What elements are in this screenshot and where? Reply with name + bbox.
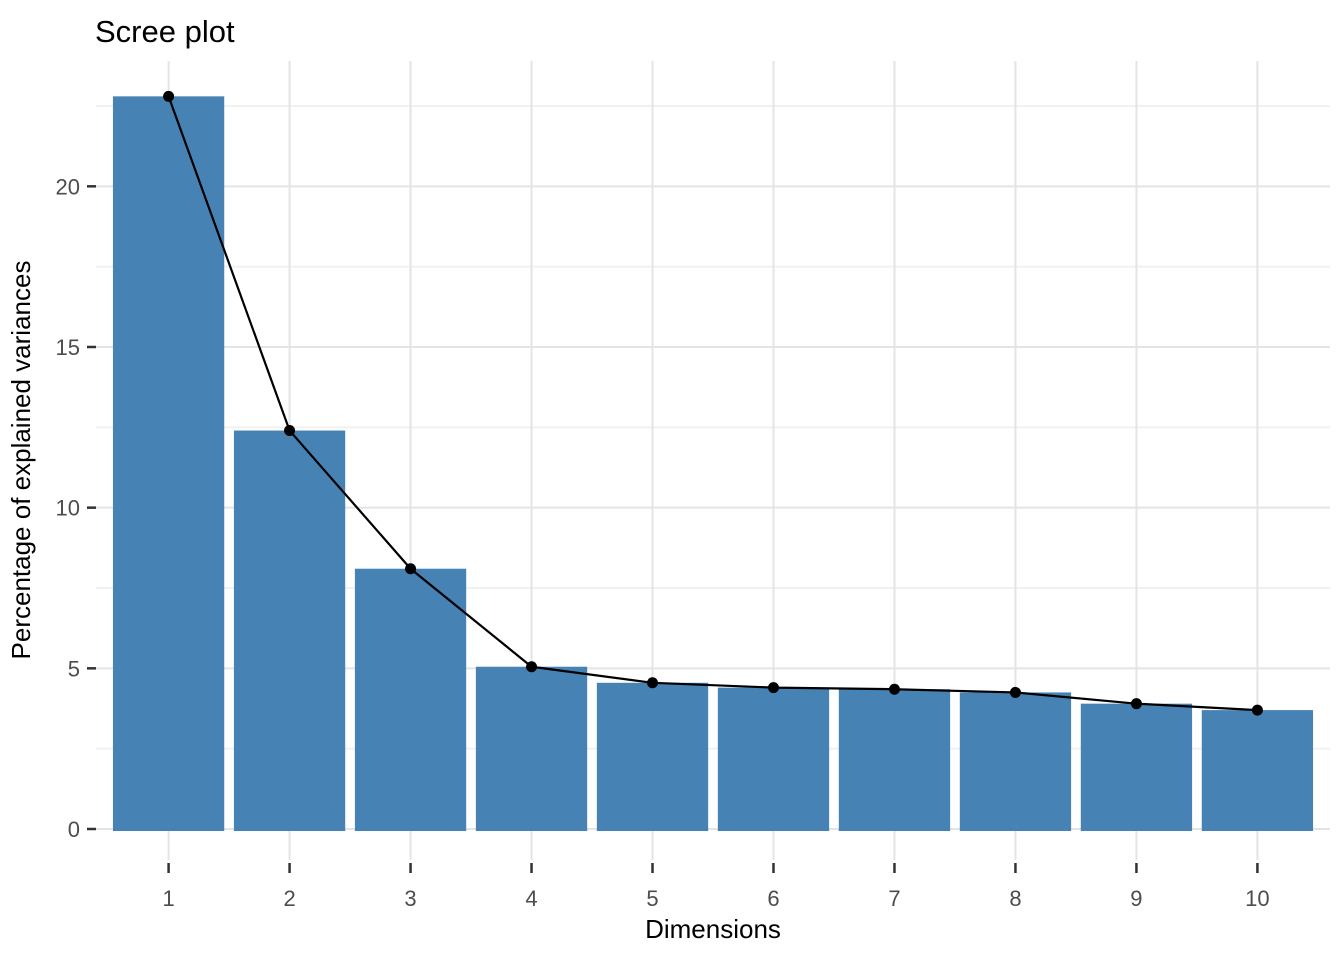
bar	[1080, 703, 1193, 831]
x-axis-tick-label: 9	[1130, 886, 1142, 911]
plot-title: Scree plot	[95, 14, 235, 49]
x-axis-tick-label: 8	[1009, 886, 1021, 911]
x-axis-tick-label: 5	[646, 886, 658, 911]
data-point	[888, 683, 900, 695]
y-axis-tick-label: 15	[56, 335, 80, 360]
bar	[475, 666, 588, 831]
data-point	[1130, 698, 1142, 710]
data-point	[526, 661, 538, 673]
x-axis-tick-label: 7	[888, 886, 900, 911]
data-point	[647, 677, 659, 689]
x-axis-tick-label: 3	[404, 886, 416, 911]
bar	[838, 689, 951, 831]
x-axis-title: Dimensions	[645, 914, 781, 944]
data-point	[1251, 704, 1263, 716]
data-point	[405, 563, 417, 575]
bars-layer	[112, 96, 1314, 831]
data-point	[163, 90, 175, 102]
bar	[354, 568, 467, 831]
bar	[112, 96, 225, 831]
x-axis-tick-label: 10	[1245, 886, 1269, 911]
bar	[596, 682, 709, 831]
points-layer	[163, 90, 1263, 716]
data-point	[767, 682, 779, 694]
x-axis-tick-label: 6	[767, 886, 779, 911]
x-axis-tick-label: 2	[283, 886, 295, 911]
y-axis-tick-label: 0	[68, 817, 80, 842]
axis-tick-labels-layer: 1 2 3 4 5 6 7 8 9 10 0 5 10 15 20	[56, 174, 1270, 911]
y-axis-title: Percentage of explained variances	[6, 261, 36, 660]
scree-line	[167, 95, 1258, 712]
bar	[233, 430, 346, 831]
data-point	[284, 425, 296, 437]
line-layer	[167, 95, 1258, 712]
bar	[959, 692, 1072, 831]
data-point	[1009, 686, 1021, 698]
x-axis-tick-label: 1	[162, 886, 174, 911]
x-axis-tick-label: 4	[525, 886, 537, 911]
bar	[717, 687, 830, 831]
y-axis-tick-label: 20	[56, 174, 80, 199]
axis-ticks-layer	[87, 185, 1259, 873]
bar	[1201, 710, 1314, 831]
y-axis-tick-label: 10	[56, 496, 80, 521]
y-axis-tick-label: 5	[68, 656, 80, 681]
